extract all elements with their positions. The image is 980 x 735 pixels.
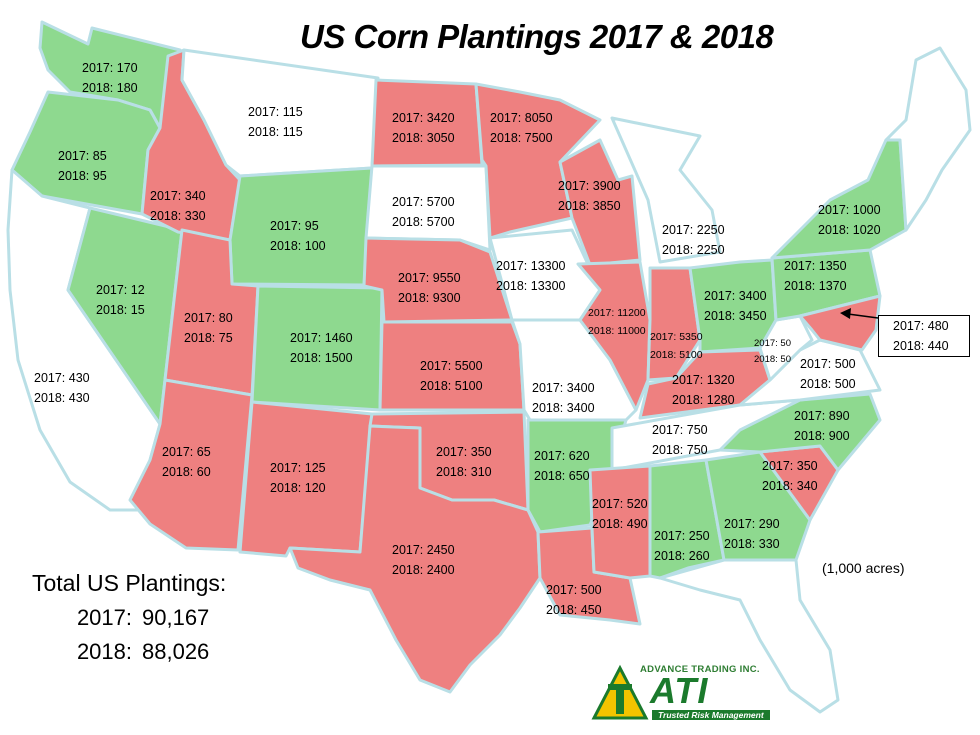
- state-label-ut: 2017: 80 2018: 75: [184, 311, 233, 345]
- state-fl: [658, 558, 840, 714]
- state-label-wa: 2017: 170 2018: 180: [82, 61, 138, 95]
- state-label-az: 2017: 65 2018: 60: [162, 445, 211, 479]
- state-label-ia: 2017: 13300 2018: 13300: [496, 259, 566, 293]
- logo-company: ADVANCE TRADING INC.: [640, 664, 760, 675]
- state-label-co: 2017: 1460 2018: 1500: [290, 331, 353, 365]
- state-ga: [704, 450, 812, 562]
- state-label-ne: 2017: 9550 2018: 9300: [398, 271, 461, 305]
- state-label-mi: 2017: 2250 2018: 2250: [662, 223, 725, 257]
- totals-block: Total US Plantings: 2017: 90,167 2018: 88,…: [32, 570, 226, 665]
- state-label-la: 2017: 500 2018: 450: [546, 583, 602, 617]
- state-md: [798, 294, 882, 352]
- state-label-il: 2017: 11200 2018: 11000: [588, 307, 646, 337]
- state-label-tx: 2017: 2450 2018: 2400: [392, 543, 455, 577]
- state-label-sc: 2017: 350 2018: 340: [762, 459, 818, 493]
- state-label-wi: 2017: 3900 2018: 3850: [558, 179, 621, 213]
- logo-tagline: Trusted Risk Management: [652, 710, 770, 720]
- state-il: [576, 260, 652, 412]
- state-label-in: 2017: 5350 2018: 5100: [650, 331, 703, 361]
- state-label-wv: 2017: 50 2018: 50: [754, 338, 791, 365]
- state-label-oh: 2017: 3400 2018: 3450: [704, 289, 767, 323]
- md-callout-box: 2017: 480 2018: 440: [878, 315, 970, 357]
- state-label-nm: 2017: 125 2018: 120: [270, 461, 326, 495]
- state-label-id: 2017: 340 2018: 330: [150, 189, 206, 223]
- state-label-ky: 2017: 1320 2018: 1280: [672, 373, 735, 407]
- state-label-mt: 2017: 115 2018: 115: [248, 105, 303, 139]
- state-label-ny: 2017: 1000 2018: 1020: [818, 203, 881, 237]
- state-label-or: 2017: 85 2018: 95: [58, 149, 107, 183]
- state-label-ar: 2017: 620 2018: 650: [534, 449, 590, 483]
- state-label-tn: 2017: 750 2018: 750: [652, 423, 708, 457]
- state-wy: [228, 166, 374, 287]
- ati-logo-icon: [591, 664, 649, 720]
- state-label-va: 2017: 500 2018: 500: [800, 357, 856, 391]
- units-note: (1,000 acres): [822, 560, 905, 576]
- state-label-md: 2017: 480 2018: 440: [893, 319, 949, 353]
- state-wi: [558, 138, 642, 267]
- state-label-ms: 2017: 520 2018: 490: [592, 497, 648, 531]
- state-label-wy: 2017: 95 2018: 100: [270, 219, 326, 253]
- totals-row-2017: 2017: 90,167: [76, 605, 210, 630]
- state-label-ga: 2017: 290 2018: 330: [724, 517, 780, 551]
- logo-mark: ATI: [650, 670, 709, 711]
- map-title: US Corn Plantings 2017 & 2018: [300, 18, 774, 55]
- state-label-ks: 2017: 5500 2018: 5100: [420, 359, 483, 393]
- state-label-al: 2017: 250 2018: 260: [654, 529, 710, 563]
- state-label-sd: 2017: 5700 2018: 5700: [392, 195, 455, 229]
- state-label-mo: 2017: 3400 2018: 3400: [532, 381, 595, 415]
- state-mi: [610, 116, 722, 264]
- state-label-ok: 2017: 350 2018: 310: [436, 445, 492, 479]
- totals-row-2018: 2018: 88,026: [76, 639, 210, 664]
- state-tx: [288, 424, 542, 694]
- totals-label: Total US Plantings:: [32, 570, 227, 596]
- state-label-nc: 2017: 890 2018: 900: [794, 409, 850, 443]
- state-label-mn: 2017: 8050 2018: 7500: [490, 111, 553, 145]
- state-label-ca: 2017: 430 2018: 430: [34, 371, 90, 405]
- new-england: [884, 46, 972, 232]
- state-id: [140, 48, 242, 242]
- state-label-nd: 2017: 3420 2018: 3050: [392, 111, 455, 145]
- state-label-nv: 2017: 12 2018: 15: [96, 283, 145, 317]
- state-label-pa: 2017: 1350 2018: 1370: [784, 259, 847, 293]
- state-ar: [526, 418, 628, 534]
